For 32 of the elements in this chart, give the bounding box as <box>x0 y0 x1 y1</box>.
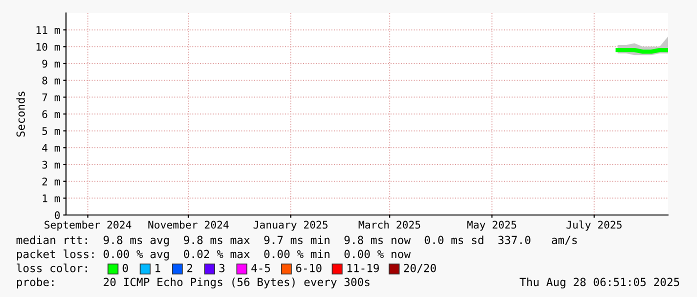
x-tick-label: September 2024 <box>44 220 132 231</box>
y-tick-label: 1 m <box>42 194 60 202</box>
y-tick-label: 0 <box>54 211 60 220</box>
x-tick-label: March 2025 <box>358 220 420 229</box>
x-tick-label: November 2024 <box>148 220 229 229</box>
y-tick-label: 10 m <box>36 42 60 51</box>
x-tick-label: May 2025 <box>467 220 516 231</box>
y-tick-label: 7 m <box>42 94 60 102</box>
x-tick-label: January 2025 <box>254 220 328 231</box>
y-tick-label: 8 m <box>42 76 60 84</box>
text: Thu Aug 28 06:51:05 2025 <box>520 278 680 288</box>
legend-label: 0 <box>122 264 128 272</box>
legend-label: 20/20 <box>404 264 436 274</box>
y-tick-label: 9 m <box>42 60 60 68</box>
legend-title: loss color: <box>16 264 87 272</box>
y-tick-label: 3 m <box>42 160 60 169</box>
text: packet loss: 0.00 % avg 0.02 % max 0.00 % min 0.00 % now <box>17 250 411 260</box>
y-axis-title: Seconds <box>16 92 25 137</box>
legend-label: 2 <box>187 264 192 272</box>
legend-label: 4-5 <box>251 264 270 272</box>
y-tick-label: 4 m <box>42 144 60 152</box>
text: median rtt: 9.8 ms avg 9.8 ms max 9.7 ms min 9.8 ms now 0.0 ms sd 337.0 am/s <box>16 236 577 246</box>
y-tick-label: 6 m <box>42 110 60 118</box>
legend-label: 11-19 <box>348 264 379 272</box>
y-tick-label: 2 m <box>42 178 60 186</box>
text: probe: 20 ICMP Echo Pings (56 Bytes) every 300s <box>17 278 370 288</box>
legend-label: 3 <box>219 264 224 272</box>
legend-label: 1 <box>156 264 160 272</box>
y-tick-label: 11 m <box>36 26 60 34</box>
y-tick-label: 5 m <box>42 127 60 135</box>
legend-label: 6-10 <box>296 264 322 272</box>
x-tick-label: July 2025 <box>566 220 622 231</box>
